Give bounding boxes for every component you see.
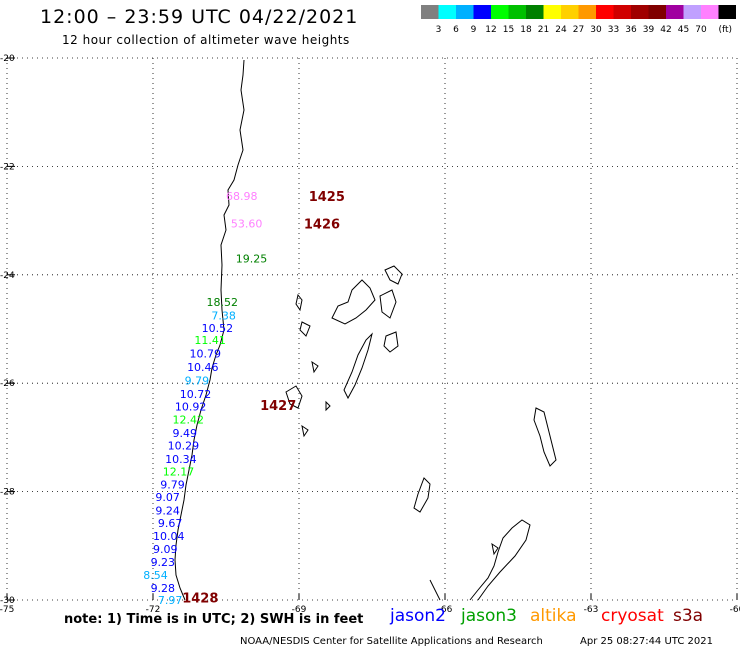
legend-label: 3 xyxy=(436,25,442,35)
legend-swatch xyxy=(456,5,474,19)
legend-swatch xyxy=(438,5,456,19)
swh-value: 9.67 xyxy=(158,517,183,530)
swh-value: 18.52 xyxy=(207,296,239,309)
lon-tick-label: -72 xyxy=(146,605,161,615)
legend-label: 18 xyxy=(520,25,532,35)
legend-swatch xyxy=(718,5,736,19)
legend-label: 42 xyxy=(660,25,671,35)
lon-tick-label: -69 xyxy=(292,605,307,615)
legend-swatch xyxy=(473,5,491,19)
legend-swatch xyxy=(421,5,439,19)
legend-label: 9 xyxy=(471,25,477,35)
legend-swatch xyxy=(543,5,561,19)
lat-tick-label: -24 xyxy=(0,271,15,281)
swh-value: 9.49 xyxy=(172,427,197,440)
swh-value: 7.97 xyxy=(158,594,183,607)
swh-value: 53.60 xyxy=(231,217,263,230)
legend-swatch xyxy=(701,5,719,19)
legend-label: 6 xyxy=(453,25,459,35)
legend-swatch xyxy=(666,5,684,19)
sat-jason3: jason3 xyxy=(461,606,517,626)
swh-value: 8.54 xyxy=(143,569,168,582)
swh-value: 11.41 xyxy=(194,334,226,347)
lat-tick-label: -20 xyxy=(0,54,15,64)
legend-label: 36 xyxy=(625,25,637,35)
swh-value: 9.07 xyxy=(155,491,180,504)
map-subtitle: 12 hour collection of altimeter wave hei… xyxy=(62,33,350,47)
color-legend: 3 6 9 12 15 18 21 24 27 30 33 36 39 42 45 70 (ft) xyxy=(421,5,736,35)
generated-timestamp: Apr 25 08:27:44 UTC 2021 xyxy=(580,636,713,647)
credit-text: NOAA/NESDIS Center for Satellite Applica… xyxy=(240,636,543,647)
swh-value: 9.79 xyxy=(160,479,185,492)
lat-tick-label: -28 xyxy=(0,488,15,498)
lon-tick-label: -75 xyxy=(0,605,14,615)
sat-s3a: s3a xyxy=(673,606,704,626)
time-label: 1428 xyxy=(182,591,218,606)
swh-value: 7.38 xyxy=(211,309,236,322)
swh-value: 10.72 xyxy=(180,388,212,401)
legend-swatch xyxy=(683,5,701,19)
swh-value: 10.29 xyxy=(168,440,200,453)
legend-label: 27 xyxy=(573,25,584,35)
lon-tick-label: -66 xyxy=(438,605,453,615)
swh-value: 12.42 xyxy=(172,414,204,427)
swh-value: 9.24 xyxy=(155,505,180,518)
swh-value: 10.46 xyxy=(187,361,219,374)
sat-altika: altika xyxy=(530,606,577,626)
legend-label: 12 xyxy=(485,25,496,35)
swh-values: 68.9853.6019.2518.527.3810.5211.4110.791… xyxy=(143,190,267,607)
legend-swatch xyxy=(596,5,614,19)
coastline xyxy=(174,59,557,601)
legend-swatch xyxy=(508,5,526,19)
swh-value: 9.79 xyxy=(185,374,210,387)
time-label: 1426 xyxy=(304,217,340,232)
swh-value: 68.98 xyxy=(226,190,258,203)
legend-label: 15 xyxy=(503,25,514,35)
swh-value: 10.92 xyxy=(175,401,207,414)
lat-tick-label: -26 xyxy=(0,379,15,389)
legend-swatch xyxy=(648,5,666,19)
swh-value: 10.04 xyxy=(153,530,185,543)
legend-swatch xyxy=(526,5,544,19)
legend-label: 45 xyxy=(678,25,689,35)
swh-value: 19.25 xyxy=(236,253,268,266)
sat-cryosat: cryosat xyxy=(601,606,664,626)
swh-value: 10.34 xyxy=(165,453,197,466)
map-title: 12:00 – 23:59 UTC 04/22/2021 xyxy=(40,6,359,28)
lon-tick-label: -60 xyxy=(730,605,740,615)
legend-swatch xyxy=(578,5,596,19)
sat-jason2: jason2 xyxy=(390,606,446,626)
legend-swatch xyxy=(561,5,579,19)
legend-label: 33 xyxy=(608,25,619,35)
lon-tick-label: -63 xyxy=(584,605,599,615)
graticule: -20 -22 -24 -26 -28 -30-75 -72 -69 -66 -63 -60 xyxy=(0,54,740,615)
legend-label: 21 xyxy=(538,25,549,35)
time-label: 1427 xyxy=(260,399,296,414)
legend-label: 30 xyxy=(590,25,602,35)
lat-tick-label: -22 xyxy=(0,162,15,172)
legend-label: 70 xyxy=(695,25,707,35)
legend-unit: (ft) xyxy=(718,25,732,35)
legend-swatch xyxy=(613,5,631,19)
legend-label: 39 xyxy=(643,25,655,35)
footer-note: note: 1) Time is in UTC; 2) SWH is in fe… xyxy=(64,612,364,627)
time-label: 1425 xyxy=(309,190,345,205)
lat-tick-label: -30 xyxy=(0,596,15,606)
time-labels: 1425 1426 1427 1428 xyxy=(182,190,345,606)
swh-value: 10.52 xyxy=(202,322,234,335)
legend-label: 24 xyxy=(555,25,567,35)
swh-value: 9.09 xyxy=(153,543,178,556)
swh-value: 9.23 xyxy=(151,556,176,569)
legend-swatch xyxy=(631,5,649,19)
legend-swatch xyxy=(491,5,509,19)
swh-value: 12.17 xyxy=(163,466,195,479)
swh-value: 9.28 xyxy=(151,582,176,595)
swh-value: 10.79 xyxy=(190,347,222,360)
